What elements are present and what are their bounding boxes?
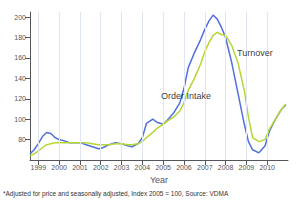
svg-text:2005: 2005 xyxy=(155,164,171,171)
svg-text:200: 200 xyxy=(14,14,26,21)
svg-text:120: 120 xyxy=(14,95,26,102)
svg-text:2006: 2006 xyxy=(176,164,192,171)
svg-text:2007: 2007 xyxy=(197,164,213,171)
svg-text:2001: 2001 xyxy=(72,164,88,171)
svg-text:2000: 2000 xyxy=(51,164,67,171)
svg-text:160: 160 xyxy=(14,54,26,61)
svg-text:Year: Year xyxy=(150,175,168,185)
svg-text:Order Intake: Order Intake xyxy=(161,91,211,101)
svg-text:2002: 2002 xyxy=(93,164,109,171)
svg-text:100: 100 xyxy=(14,116,26,123)
svg-text:2010: 2010 xyxy=(259,164,275,171)
svg-text:80: 80 xyxy=(18,136,26,143)
svg-text:180: 180 xyxy=(14,34,26,41)
svg-text:*Adjusted for price and season: *Adjusted for price and seasonally adjus… xyxy=(3,190,229,198)
svg-text:2004: 2004 xyxy=(135,164,151,171)
svg-text:2008: 2008 xyxy=(218,164,234,171)
svg-text:Turnover: Turnover xyxy=(237,48,273,58)
svg-text:2009: 2009 xyxy=(239,164,255,171)
svg-text:1999: 1999 xyxy=(31,164,47,171)
svg-text:2003: 2003 xyxy=(114,164,130,171)
svg-text:140: 140 xyxy=(14,75,26,82)
